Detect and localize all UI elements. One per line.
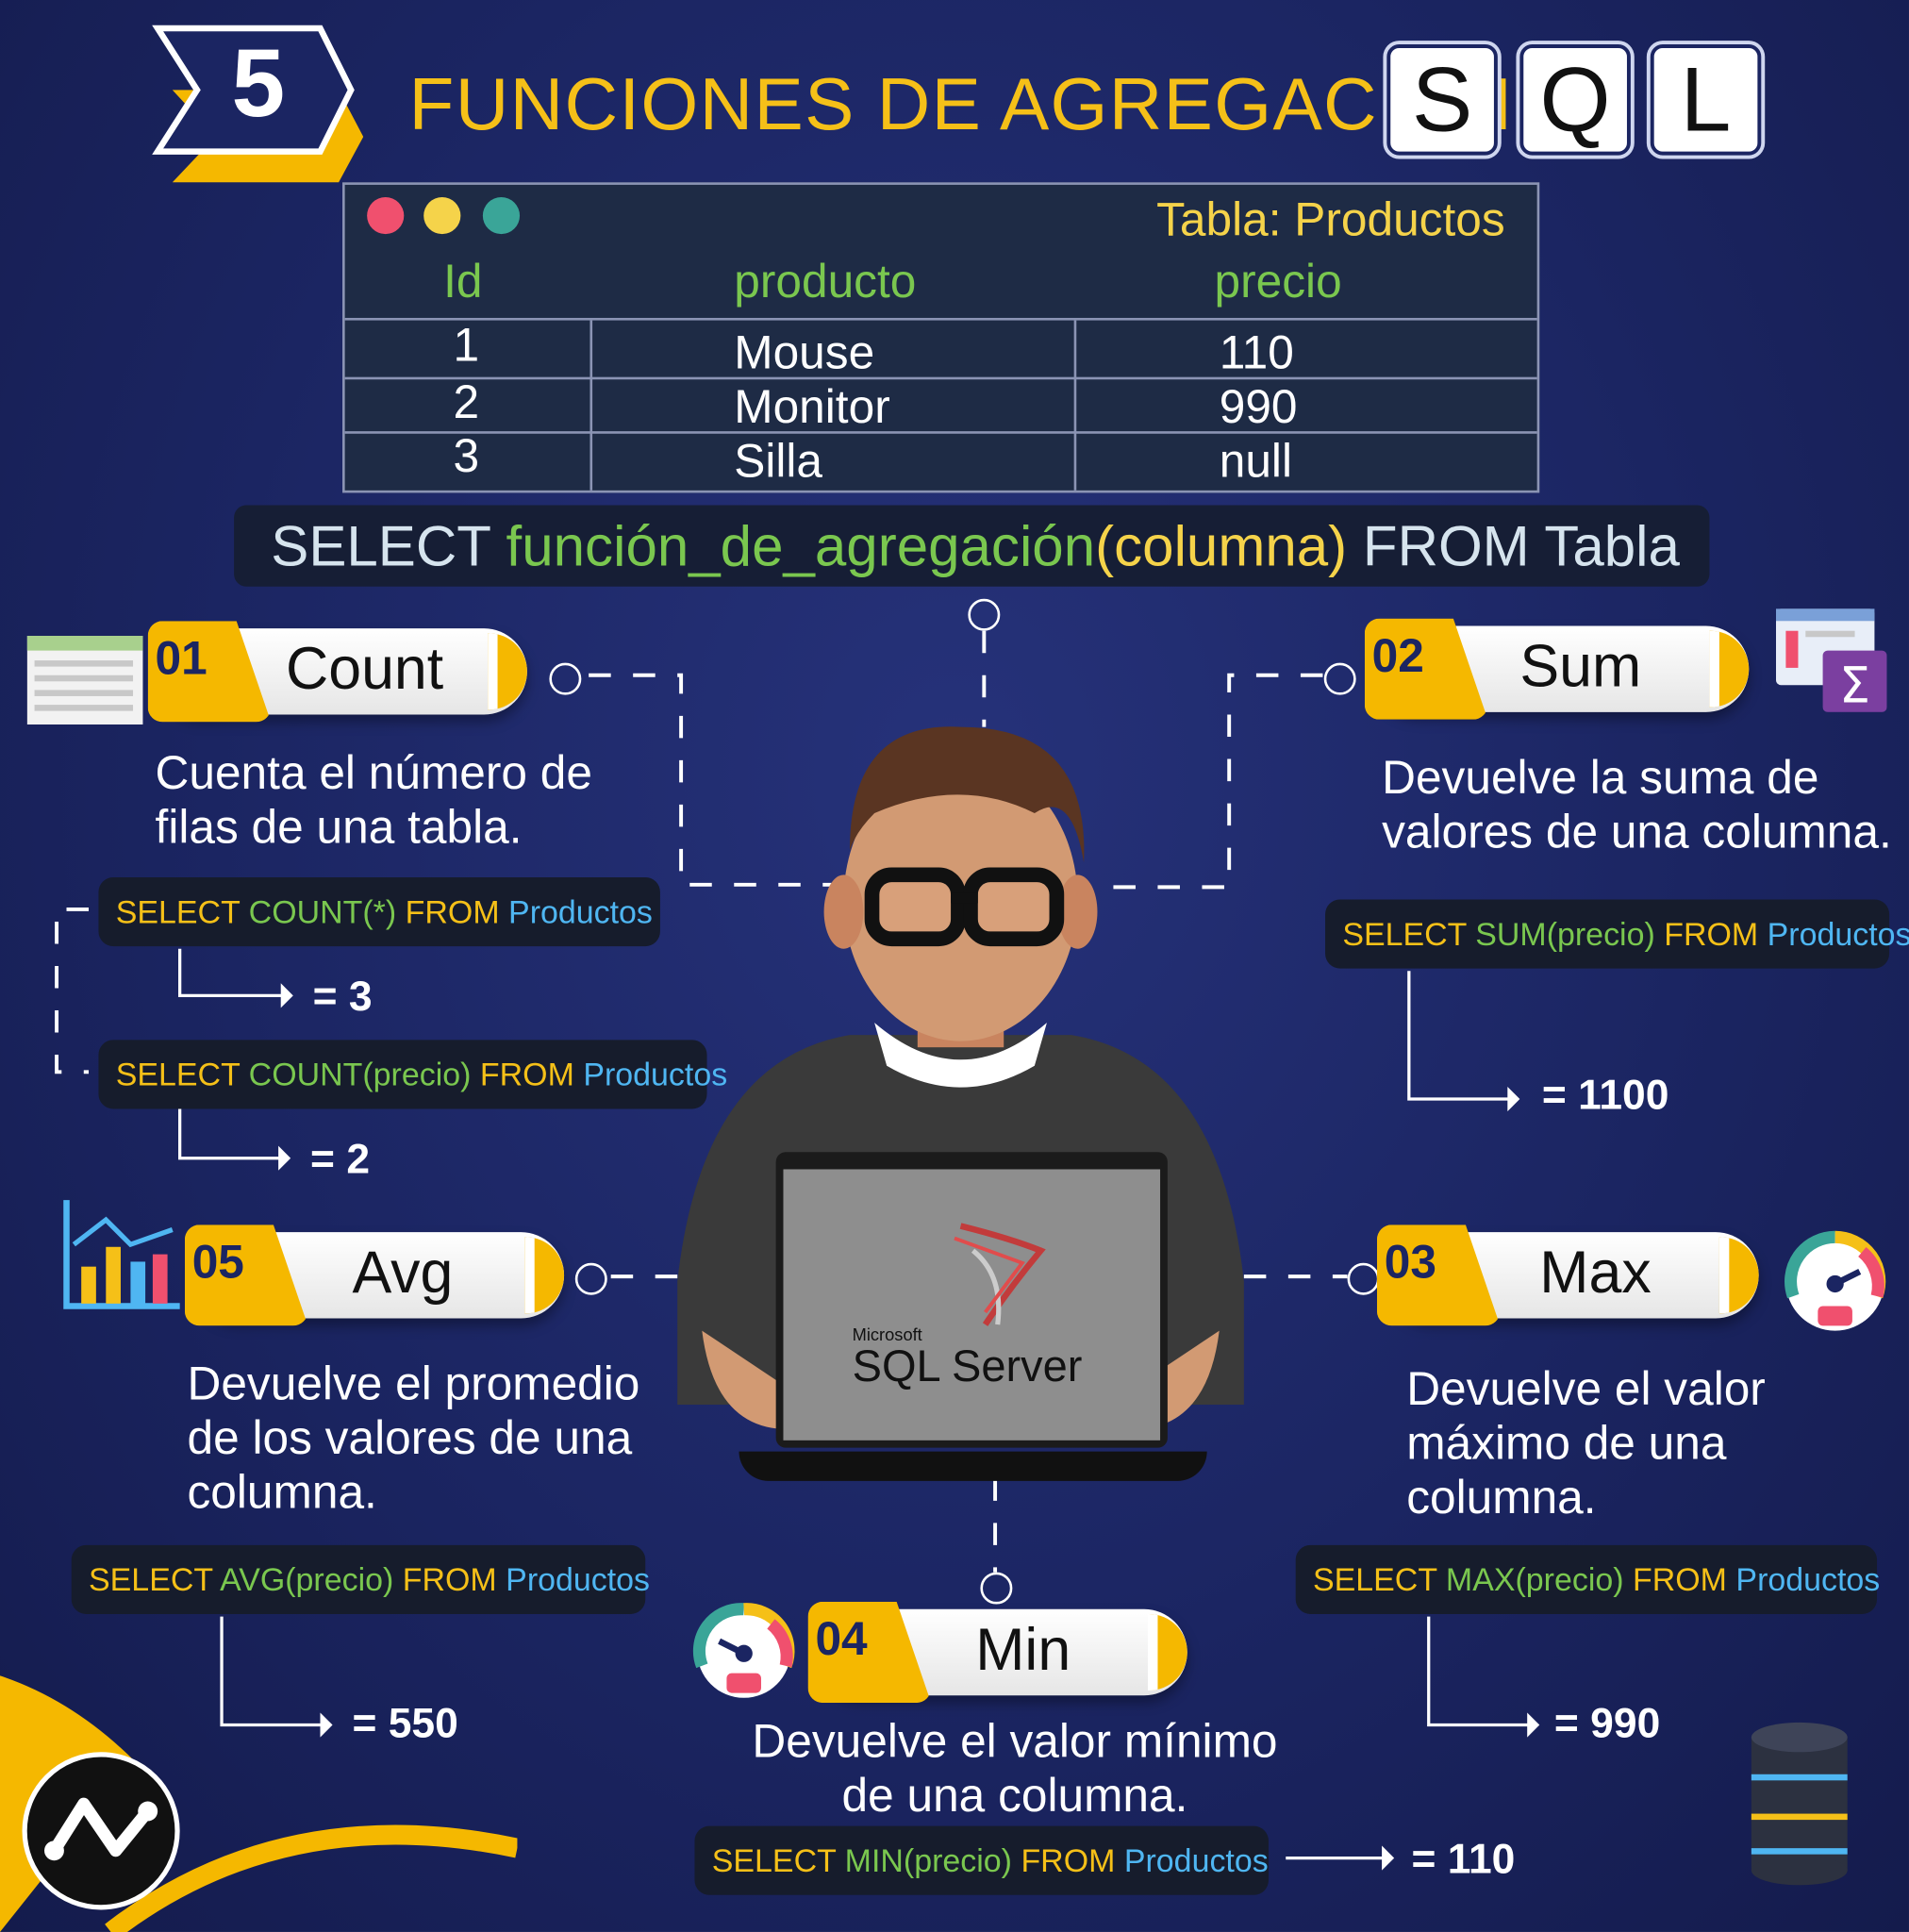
syntax-bar: SELECT función_de_agregación(columna) FR… (234, 505, 1710, 587)
max-description: Devuelve el valor máximo de una columna. (1406, 1363, 1766, 1524)
connector-node (1347, 1262, 1380, 1295)
laptop-brand: SQL Server (852, 1341, 1083, 1391)
laptop-brand-small: Microsoft (852, 1324, 922, 1344)
function-pill-count: 01 Count (147, 621, 527, 723)
max-query: SELECT MAX(precio) FROM Productos (1295, 1544, 1880, 1614)
sql-letter-l: L (1650, 44, 1762, 156)
connector-node (1323, 662, 1356, 695)
connector-node (549, 662, 582, 695)
logo-icon (22, 1752, 180, 1910)
min-result: = 110 (1411, 1836, 1516, 1883)
table-cell: 1 (453, 320, 480, 373)
table-cell: null (1219, 436, 1292, 489)
badge-number: 5 (231, 28, 286, 137)
sql-letter-q: Q (1519, 44, 1631, 156)
sum-query: SELECT SUM(precio) FROM Productos (1325, 899, 1909, 969)
column-header-precio: precio (1214, 256, 1342, 308)
count-description: Cuenta el número de filas de una tabla. (155, 747, 592, 855)
window-dot-red (367, 196, 405, 235)
laptop-base (739, 1451, 1207, 1481)
function-pill-max: 03 Max (1376, 1224, 1759, 1326)
function-pill-avg: 05 Avg (184, 1224, 565, 1326)
sum-description: Devuelve la suma de valores de una column… (1382, 753, 1892, 859)
products-table: Tabla: Productos Id producto precio 1 Mo… (342, 182, 1540, 493)
table-cell: Mouse (734, 327, 875, 380)
function-pill-sum: 02 Sum (1364, 618, 1750, 720)
avg-result: = 550 (352, 1700, 458, 1748)
count-query-2: SELECT COUNT(precio) FROM Productos (98, 1040, 727, 1109)
gauge-icon (1784, 1230, 1886, 1331)
table-cell: 3 (453, 431, 480, 483)
database-icon (1751, 1722, 1848, 1886)
sql-letter-s: S (1386, 44, 1498, 156)
avg-query: SELECT AVG(precio) FROM Productos (71, 1544, 650, 1614)
avg-description: Devuelve el promedio de los valores de un… (187, 1358, 640, 1520)
svg-text:Σ: Σ (1839, 658, 1870, 711)
table-cell: 990 (1219, 381, 1298, 434)
sql-server-logo-icon (954, 1223, 1046, 1326)
max-result: = 990 (1553, 1700, 1661, 1748)
spreadsheet-icon (26, 635, 143, 724)
connector-node (980, 1572, 1013, 1605)
window-dot-green (482, 196, 521, 235)
count-result-1: = 3 (312, 973, 373, 1021)
laptop (775, 1152, 1168, 1448)
function-pill-min: 04 Min (807, 1601, 1187, 1704)
column-header-producto: producto (734, 256, 917, 308)
min-description: Devuelve el valor mínimo de una columna. (752, 1716, 1278, 1823)
number-badge (152, 25, 364, 183)
bar-chart-icon (63, 1200, 180, 1309)
table-cell: Monitor (734, 381, 890, 434)
gauge-icon (692, 1603, 795, 1698)
column-header-id: Id (443, 256, 483, 308)
sum-sigma-icon: Σ (1775, 608, 1887, 712)
count-result-2: = 2 (310, 1136, 371, 1183)
connector-node (574, 1262, 607, 1295)
connector-node (968, 598, 1001, 631)
min-query: SELECT MIN(precio) FROM Productos (694, 1825, 1269, 1895)
table-title: Tabla: Productos (1156, 194, 1505, 247)
page-title: FUNCIONES DE AGREGACIÓN (408, 62, 1514, 146)
table-cell: 2 (453, 376, 480, 429)
table-cell: 110 (1219, 327, 1294, 380)
count-query-1: SELECT COUNT(*) FROM Productos (98, 876, 660, 947)
sum-result: = 1100 (1541, 1072, 1669, 1119)
window-dot-yellow (423, 196, 461, 235)
table-cell: Silla (734, 436, 823, 489)
